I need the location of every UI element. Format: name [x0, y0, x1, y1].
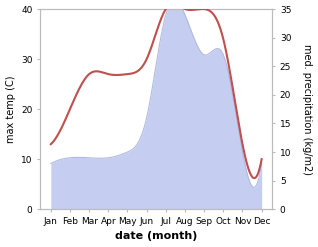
Y-axis label: max temp (C): max temp (C) [5, 75, 16, 143]
Y-axis label: med. precipitation (kg/m2): med. precipitation (kg/m2) [302, 44, 313, 175]
X-axis label: date (month): date (month) [115, 231, 197, 242]
